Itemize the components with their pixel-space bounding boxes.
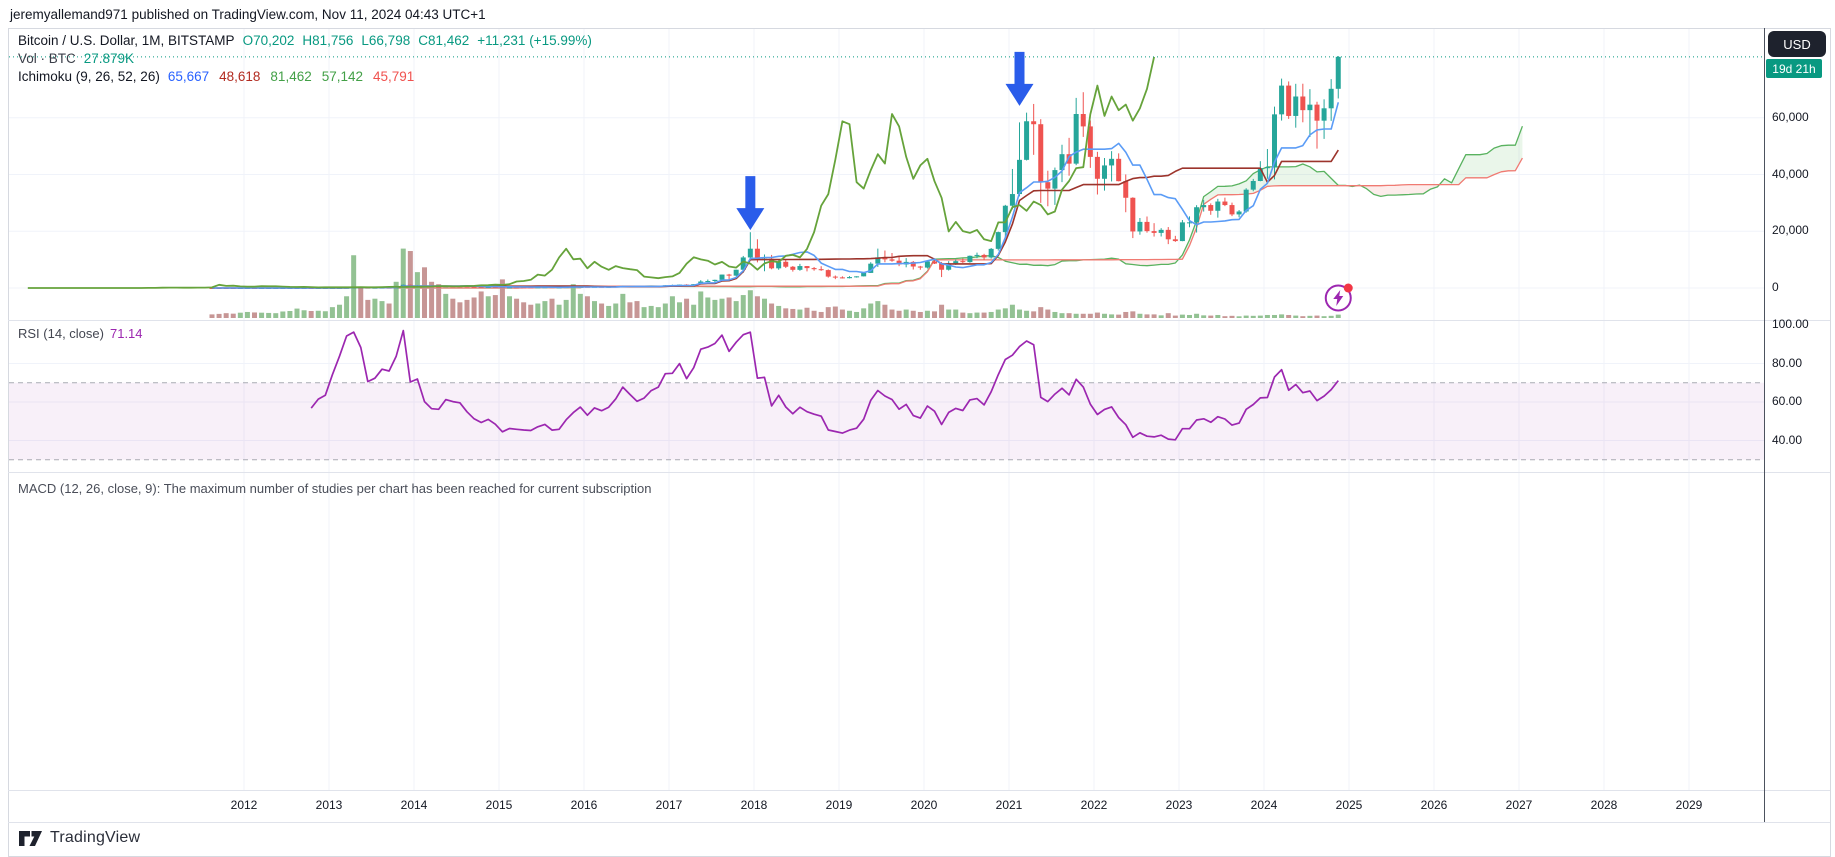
year-label-2017[interactable]: 2017 <box>655 798 683 812</box>
ichimoku-value-0: 65,667 <box>167 69 210 84</box>
year-label-2025[interactable]: 2025 <box>1335 798 1363 812</box>
pane-separators <box>8 28 1830 823</box>
rsi-tick-100.00: 100.00 <box>1772 317 1809 331</box>
notification-dot <box>1343 283 1353 293</box>
volume-legend-row[interactable]: Vol · BTC 27.879K <box>18 50 592 68</box>
year-label-2022[interactable]: 2022 <box>1080 798 1108 812</box>
ichimoku-value-4: 45,791 <box>373 69 415 84</box>
rsi-band <box>9 382 1764 461</box>
tradingview-logo-link[interactable]: TradingView <box>18 829 140 847</box>
down-arrow-annotation[interactable] <box>736 176 765 231</box>
ichimoku-values: 65,667 48,618 81,462 57,142 45,791 <box>168 68 424 86</box>
currency-button[interactable]: USD <box>1768 31 1826 57</box>
rsi-label[interactable]: RSI (14, close) <box>18 326 104 341</box>
year-label-2016[interactable]: 2016 <box>570 798 598 812</box>
rsi-legend-row[interactable]: RSI (14, close) 71.14 <box>18 326 143 341</box>
year-label-2023[interactable]: 2023 <box>1165 798 1193 812</box>
year-label-2028[interactable]: 2028 <box>1590 798 1618 812</box>
down-arrow-annotation[interactable] <box>1005 51 1034 106</box>
year-label-2029[interactable]: 2029 <box>1675 798 1703 812</box>
rsi-line <box>310 329 1339 441</box>
ichimoku-value-2: 81,462 <box>270 69 312 84</box>
ichimoku-label[interactable]: Ichimoku (9, 26, 52, 26) <box>18 69 160 84</box>
annotation-arrows[interactable] <box>736 51 1034 231</box>
year-label-2015[interactable]: 2015 <box>485 798 513 812</box>
macd-message: MACD (12, 26, close, 9): The maximum num… <box>18 481 652 496</box>
price-tick-40,000: 40,000 <box>1772 166 1809 181</box>
volume-value: 27.879K <box>83 51 135 66</box>
flash-marker[interactable] <box>1324 283 1353 312</box>
ohlc-open: O70,202 <box>242 33 295 48</box>
rsi-tick-60.00: 60.00 <box>1772 394 1803 408</box>
volume-label[interactable]: Vol · BTC <box>18 51 76 66</box>
ichimoku-legend-row[interactable]: Ichimoku (9, 26, 52, 26) 65,667 48,618 81,… <box>18 68 592 86</box>
year-label-2026[interactable]: 2026 <box>1420 798 1448 812</box>
ichimoku-value-1: 48,618 <box>219 69 261 84</box>
rsi-tick-40.00: 40.00 <box>1772 432 1803 447</box>
ohlc-close: C81,462 <box>418 33 470 48</box>
kijun-sen-line <box>212 149 1339 289</box>
year-label-2027[interactable]: 2027 <box>1505 798 1533 812</box>
rsi-tick-80.00: 80.00 <box>1772 355 1803 370</box>
lightning-icon <box>1333 290 1344 306</box>
year-label-2014[interactable]: 2014 <box>400 798 428 812</box>
symbol-title[interactable]: Bitcoin / U.S. Dollar, 1M, BITSTAMP <box>18 33 235 48</box>
year-label-2013[interactable]: 2013 <box>315 798 343 812</box>
price-tick-60,000: 60,000 <box>1772 109 1809 124</box>
year-label-2021[interactable]: 2021 <box>995 798 1023 812</box>
ohlc-low: L66,798 <box>361 33 411 48</box>
year-label-2019[interactable]: 2019 <box>825 798 853 812</box>
publish-info: jeremyallemand971 published on TradingVi… <box>10 7 486 22</box>
ohlc-change: +11,231 (+15.99%) <box>477 33 592 48</box>
chart-legend: Bitcoin / U.S. Dollar, 1M, BITSTAMP O70,… <box>18 32 592 86</box>
rsi-value: 71.14 <box>109 326 143 341</box>
candlestick-series <box>209 56 1341 289</box>
chikou-span-line <box>27 56 1155 289</box>
year-label-2024[interactable]: 2024 <box>1250 798 1278 812</box>
ohlc-high: H81,756 <box>302 33 354 48</box>
price-tick-0: 0 <box>1772 280 1779 294</box>
tradingview-wordmark: TradingView <box>50 829 141 846</box>
year-label-2018[interactable]: 2018 <box>740 798 768 812</box>
symbol-legend-row[interactable]: Bitcoin / U.S. Dollar, 1M, BITSTAMP O70,… <box>18 32 592 50</box>
bar-close-countdown: 19d 21h <box>1766 59 1822 78</box>
price-tick-20,000: 20,000 <box>1772 223 1809 238</box>
year-label-2012[interactable]: 2012 <box>230 798 258 812</box>
tradingview-logo-icon <box>19 830 42 846</box>
ichimoku-value-3: 57,142 <box>321 69 364 84</box>
senkou-span-b-line <box>396 157 1523 289</box>
year-label-2020[interactable]: 2020 <box>910 798 938 812</box>
